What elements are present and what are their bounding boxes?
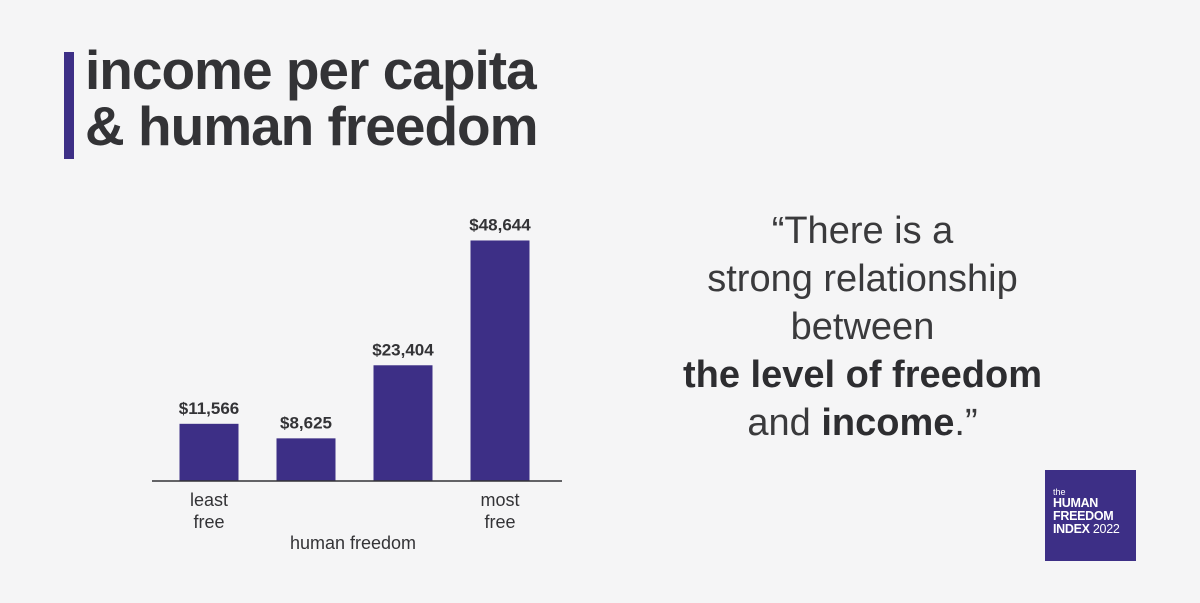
logo-year: 2022 [1092,522,1120,536]
income-bar-chart: $11,566leastfree$8,625$23,404$48,644most… [152,215,562,553]
bar-value-label: $8,625 [280,413,332,432]
bar [373,365,433,481]
quote-income: income [821,402,955,444]
title-line-1: income per capita [85,39,537,101]
title-line-2: & human freedom [85,95,539,157]
x-tick-label: least [190,490,228,510]
quote-close: .” [954,402,978,444]
bar-value-label: $11,566 [179,399,240,418]
title-accent-bar [64,52,74,159]
hfi-logo: the HUMAN FREEDOM INDEX 2022 [1045,470,1136,561]
quote-line-3: between [790,306,935,348]
quote-block: “There is a strong relationship between … [620,207,1105,447]
quote-line-2: strong relationship [707,258,1018,300]
bar-value-label: $48,644 [469,215,531,234]
x-tick-label: most [480,490,519,510]
logo-index: INDEX 2022 [1053,523,1136,536]
bar [470,240,530,481]
x-tick-label: free [484,512,515,532]
bar [179,423,239,481]
page-title: income per capita & human freedom [85,39,539,157]
quote-line-1: “There is a [771,210,954,252]
quote-line-5: and income.” [620,399,1105,447]
bar-value-label: $23,404 [372,340,434,359]
logo-the: the [1053,487,1066,497]
logo-human: HUMAN [1053,496,1099,510]
bar [276,438,336,481]
x-tick-label: free [193,512,224,532]
quote-and: and [747,402,822,444]
quote-bold-line: the level of freedom [683,354,1042,396]
logo-index-word: INDEX [1053,522,1090,536]
x-axis-label: human freedom [290,533,416,553]
logo-freedom: FREEDOM [1053,509,1114,523]
